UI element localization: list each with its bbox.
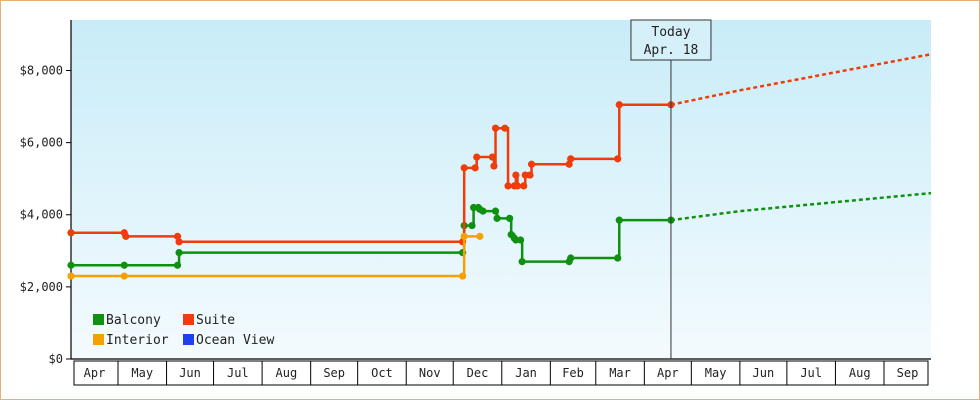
data-point-suite[interactable] [504, 182, 512, 190]
projection-line-balcony [670, 191, 932, 222]
data-point-interior[interactable] [67, 272, 75, 280]
x-tick-label: Jul [227, 366, 249, 380]
y-tick-label: $4,000 [20, 208, 63, 222]
data-point-balcony[interactable] [516, 236, 525, 244]
y-tick-label: $2,000 [20, 280, 63, 294]
data-point-suite[interactable] [614, 155, 622, 163]
data-point-balcony[interactable] [468, 221, 476, 230]
data-point-balcony[interactable] [493, 214, 501, 222]
x-tick-label: Jul [800, 366, 822, 380]
legend-label: Ocean View [196, 333, 274, 348]
x-tick-label: Jan [515, 366, 537, 380]
x-tick-label: Jun [179, 366, 201, 380]
legend-item-ocean-view[interactable]: Ocean View [183, 333, 274, 348]
legend-label: Balcony [106, 313, 161, 328]
legend-item-suite[interactable]: Suite [183, 313, 235, 328]
data-point-suite[interactable] [526, 171, 534, 179]
today-date: Apr. 18 [644, 43, 699, 58]
data-point-balcony[interactable] [173, 261, 182, 269]
data-point-suite[interactable] [520, 182, 528, 190]
data-point-suite[interactable] [173, 232, 182, 240]
x-tick-label: Sep [323, 366, 345, 380]
data-point-balcony[interactable] [67, 261, 75, 269]
x-tick-label: Dec [467, 366, 489, 380]
data-point-suite[interactable] [471, 164, 479, 172]
data-point-suite[interactable] [565, 160, 573, 168]
data-point-suite[interactable] [460, 164, 468, 172]
data-point-interior[interactable] [476, 232, 484, 240]
legend-swatch [93, 314, 104, 325]
y-tick-label: $8,000 [20, 63, 63, 77]
data-point-suite[interactable] [490, 162, 498, 170]
projection-line-suite [670, 53, 932, 106]
legend-swatch [93, 334, 104, 345]
legend-label: Suite [196, 313, 235, 328]
y-axis: $0 $2,000 $4,000 $6,000 $8,000 [20, 20, 72, 366]
x-tick-label: Feb [562, 366, 584, 380]
data-point-suite[interactable] [501, 124, 509, 132]
data-point-interior[interactable] [120, 272, 128, 280]
data-point-balcony[interactable] [120, 261, 128, 269]
data-point-interior[interactable] [459, 272, 467, 280]
x-tick-label: May [705, 366, 727, 380]
data-point-balcony[interactable] [518, 258, 526, 266]
data-point-suite[interactable] [527, 160, 536, 168]
data-point-suite[interactable] [473, 153, 481, 161]
data-point-suite[interactable] [567, 155, 575, 163]
y-tick-label: $6,000 [20, 136, 63, 150]
month-strip [73, 360, 929, 386]
x-tick-label: May [131, 366, 153, 380]
data-point-balcony[interactable] [491, 207, 500, 215]
plot-area [71, 20, 931, 359]
data-point-suite[interactable] [488, 153, 496, 161]
y-tick-label: $0 [49, 352, 63, 366]
data-point-balcony[interactable] [615, 216, 623, 224]
data-point-suite[interactable] [122, 232, 130, 240]
legend-swatch [183, 314, 194, 325]
today-label: Today [651, 25, 690, 40]
x-tick-label: Aug [276, 366, 298, 380]
x-axis: Apr May Jun Jul Aug Sep Oct Nov Dec Jan Feb Mar Apr M… [71, 358, 931, 386]
x-tick-label: Sep [897, 366, 919, 380]
x-tick-label: Jun [753, 366, 775, 380]
legend-swatch [183, 334, 194, 345]
x-tick-label: Nov [419, 366, 441, 380]
legend-label: Interior [106, 333, 169, 348]
legend: Balcony Suite Interior Ocean View [93, 313, 274, 348]
data-point-interior[interactable] [460, 232, 468, 240]
series-layer [67, 53, 932, 280]
data-point-balcony[interactable] [506, 214, 514, 222]
x-tick-label: Apr [657, 366, 679, 380]
today-callout [630, 19, 712, 61]
data-point-suite[interactable] [491, 124, 500, 132]
data-point-suite[interactable] [67, 229, 75, 237]
x-tick-label: Oct [371, 366, 393, 380]
data-point-balcony[interactable] [175, 249, 183, 257]
data-point-suite[interactable] [175, 238, 183, 246]
today-marker: Today Apr. 18 [630, 19, 712, 359]
data-point-balcony[interactable] [479, 207, 487, 215]
data-point-suite[interactable] [513, 182, 522, 190]
x-tick-label: Mar [609, 366, 631, 380]
legend-item-interior[interactable]: Interior [93, 333, 169, 348]
x-tick-label: Aug [849, 366, 871, 380]
legend-item-balcony[interactable]: Balcony [93, 313, 161, 328]
data-point-suite[interactable] [512, 171, 520, 179]
x-tick-label: Apr [84, 366, 106, 380]
data-point-suite[interactable] [615, 101, 623, 109]
data-point-balcony[interactable] [614, 254, 622, 262]
data-point-balcony[interactable] [567, 254, 575, 262]
